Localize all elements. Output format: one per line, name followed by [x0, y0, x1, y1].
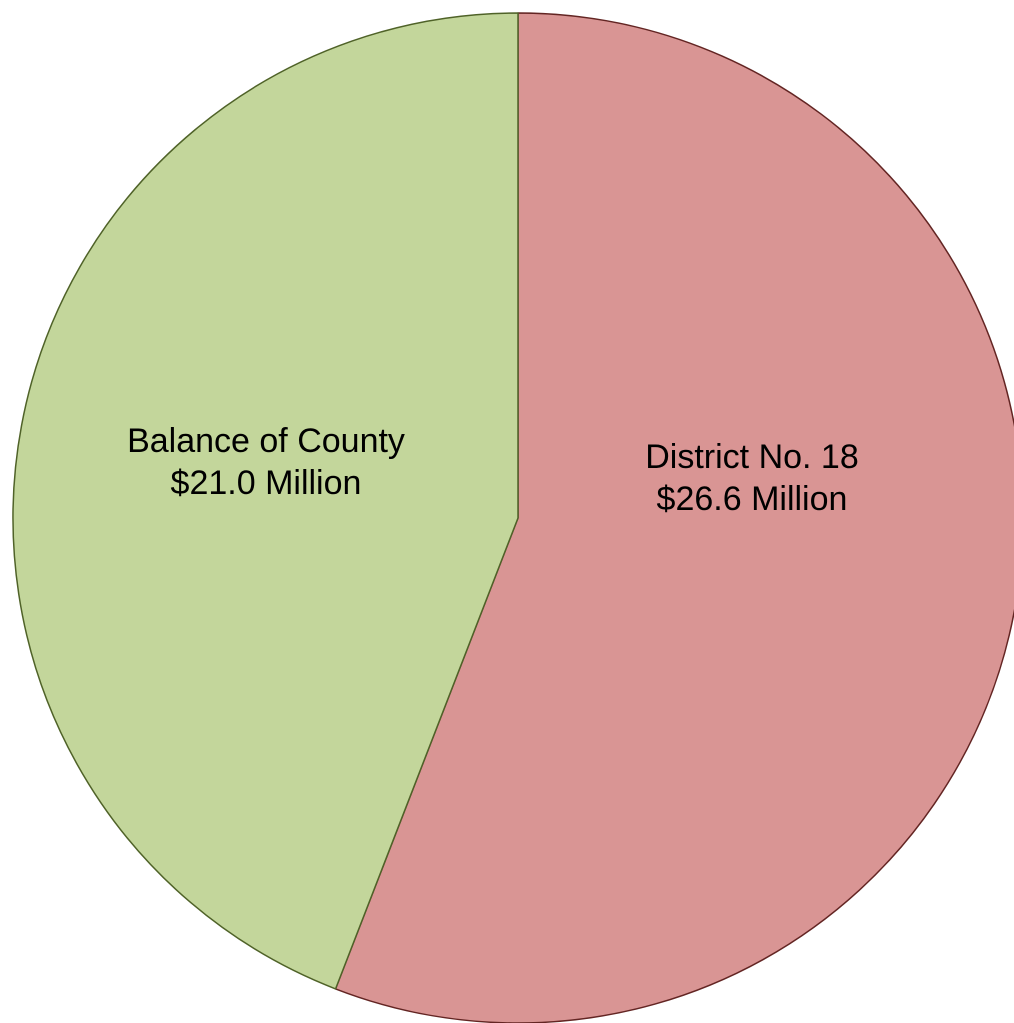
slice-name-district-no-18: District No. 18: [645, 438, 859, 476]
slice-value-district-no-18: $26.6 Million: [657, 480, 848, 518]
pie-slice-district-no-18: [334, 12, 1014, 1023]
pie-slice-balance-of-county: [12, 12, 519, 990]
slice-label-district-no-18: District No. 18 $26.6 Million: [645, 438, 859, 518]
slice-value-balance-of-county: $21.0 Million: [171, 464, 362, 502]
slice-name-balance-of-county: Balance of County: [127, 422, 405, 460]
slice-label-balance-of-county: Balance of County $21.0 Million: [127, 422, 405, 502]
